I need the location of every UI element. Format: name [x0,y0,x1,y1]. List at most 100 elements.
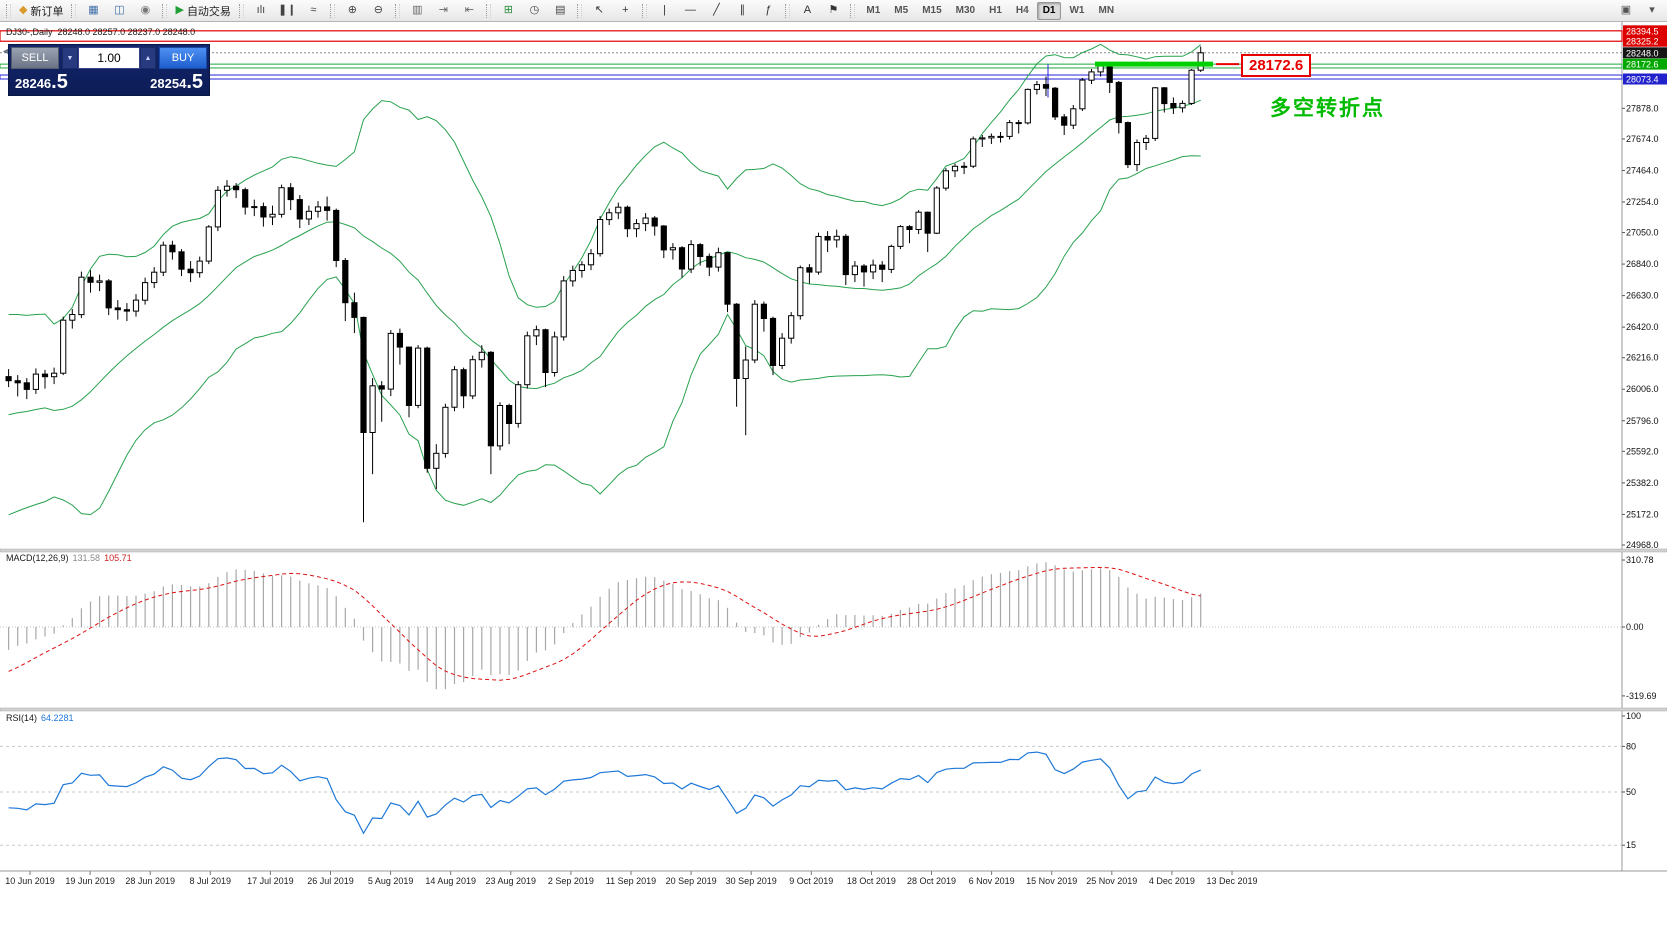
dock-panel-icon[interactable]: ▣ [1613,1,1639,21]
bear-candle [651,217,658,227]
macd-panel-separator[interactable] [0,548,1667,553]
bull-candle [1197,52,1204,71]
time-axis-label: 11 Sep 2019 [606,876,656,886]
green-support-zone[interactable] [0,63,1623,69]
trendline-icon[interactable]: ╱ [703,1,729,21]
toolbar-grip[interactable] [642,3,648,18]
timeframe-m30-button[interactable]: M30 [955,5,976,16]
timeframe-h4-button[interactable]: H4 [1015,5,1029,16]
candlestick-chart-icon: ❚❙ [277,4,297,16]
data-window-icon[interactable]: ◫ [106,1,132,21]
toolbar-grip[interactable] [395,3,401,18]
volume-decrease-button[interactable]: ▼ [62,47,78,69]
toolbar-grip[interactable] [162,3,168,18]
data-window-icon: ◫ [114,4,125,16]
rsi-indicator-label: RSI(14) 64.2281 [6,713,78,723]
bear-candle [41,373,49,378]
timeframe-m15-button[interactable]: M15 [922,5,942,16]
indicators-icon[interactable]: ⊞ [495,1,521,21]
zoom-out-icon[interactable]: ⊖ [365,1,391,21]
rsi-value: 64.2281 [41,713,74,723]
blue-support-zone[interactable] [0,74,1623,80]
sound-icon[interactable]: ◉ [132,1,158,21]
arrows-icon[interactable]: ⚑ [820,1,846,21]
timeframe-m1-button[interactable]: M1 [866,5,881,16]
bear-candle [87,276,94,283]
periods-icon[interactable]: ◷ [521,1,547,21]
bull-candle [278,187,285,215]
tile-windows-icon: ▥ [412,4,423,16]
price-axis-highlight-label: 28325.2 [1626,37,1659,47]
bull-candle [478,351,485,361]
toolbar-grip[interactable] [577,3,583,18]
time-axis-label: 19 Jun 2019 [65,876,115,886]
bull-candle [1152,87,1159,139]
fibonacci-icon[interactable]: ƒ [755,1,781,21]
bull-candle [223,185,231,191]
green-highlight-bar[interactable] [1095,61,1213,67]
price-axis-highlight-box [1623,35,1667,47]
toolbar-grip[interactable] [71,3,77,18]
toolbar-grip[interactable] [486,3,492,18]
crosshair-icon[interactable]: + [612,1,638,21]
volume-input[interactable] [78,47,140,69]
candlestick-chart-icon[interactable]: ❚❙ [274,1,300,21]
toolbar-menu-icon[interactable]: ▾ [1639,1,1665,21]
timeframe-m5-button[interactable]: M5 [894,5,909,16]
toolbar-grip[interactable] [850,3,856,18]
toolbar-menu-icon: ▾ [1649,4,1655,16]
bear-candle [233,185,240,191]
zoom-in-icon[interactable]: ⊕ [339,1,365,21]
bear-candle [169,244,176,253]
chart-shift-icon[interactable]: ⇤ [456,1,482,21]
tile-windows-icon[interactable]: ▥ [404,1,430,21]
time-axis-label: 28 Jun 2019 [125,876,175,886]
new-order-button[interactable]: ◆ 新订单 [15,1,67,21]
bear-candle [5,376,12,382]
channel-icon[interactable]: ∥ [729,1,755,21]
line-chart-icon[interactable]: ≈ [300,1,326,21]
chart-symbol-label: DJ30-,Daily [6,27,53,37]
bear-candle [123,309,131,312]
timeframe-h1-button[interactable]: H1 [989,5,1002,16]
toolbar-grip[interactable] [6,3,11,18]
turning-point-annotation[interactable]: 多空转折点 [1270,97,1385,120]
timeframe-d1-button[interactable]: D1 [1036,1,1062,20]
bear-candle [824,236,831,241]
time-axis-label: 2 Sep 2019 [548,876,594,886]
timeframe-w1-button[interactable]: W1 [1069,5,1085,16]
bull-candle [69,314,76,321]
templates-icon[interactable]: ▤ [547,1,573,21]
price-callout-label[interactable]: 28172.6 [1241,54,1312,77]
macd-axis-label: -319.69 [1626,691,1657,701]
vertical-line-icon[interactable]: | [651,1,677,21]
rsi-panel-separator[interactable] [0,707,1667,712]
bear-candle [842,235,849,276]
templates-icon: ▤ [555,4,566,16]
toolbar-grip[interactable] [330,3,336,18]
buy-price: 28254 .5 [150,72,203,92]
bull-candle [988,135,995,139]
text-icon[interactable]: A [794,1,820,21]
sell-button[interactable]: SELL [11,47,59,69]
charts-grid-icon[interactable]: ▦ [80,1,106,21]
volume-increase-button[interactable]: ▲ [140,47,156,69]
price-axis-label: 27254.0 [1626,197,1659,207]
toolbar-grip[interactable] [238,3,244,18]
buy-button[interactable]: BUY [159,47,207,69]
panel-collapse-arrow[interactable]: ◄ [1,46,10,56]
bull-candle [132,299,140,312]
bar-chart-icon[interactable]: ılı [248,1,274,21]
bull-candle [888,245,895,270]
price-axis-label: 26006.0 [1626,384,1659,394]
auto-scroll-icon[interactable]: ⇥ [430,1,456,21]
resistance-zone-rectangle[interactable] [0,30,1623,42]
timeframe-mn-button[interactable]: MN [1098,5,1115,16]
cursor-icon[interactable]: ↖ [586,1,612,21]
toolbar-grip[interactable] [785,3,791,18]
bull-candle [997,135,1004,138]
auto-trading-button[interactable]: ▶ 自动交易 [171,1,234,21]
bull-candle [387,332,394,390]
horizontal-line-icon[interactable]: — [677,1,703,21]
